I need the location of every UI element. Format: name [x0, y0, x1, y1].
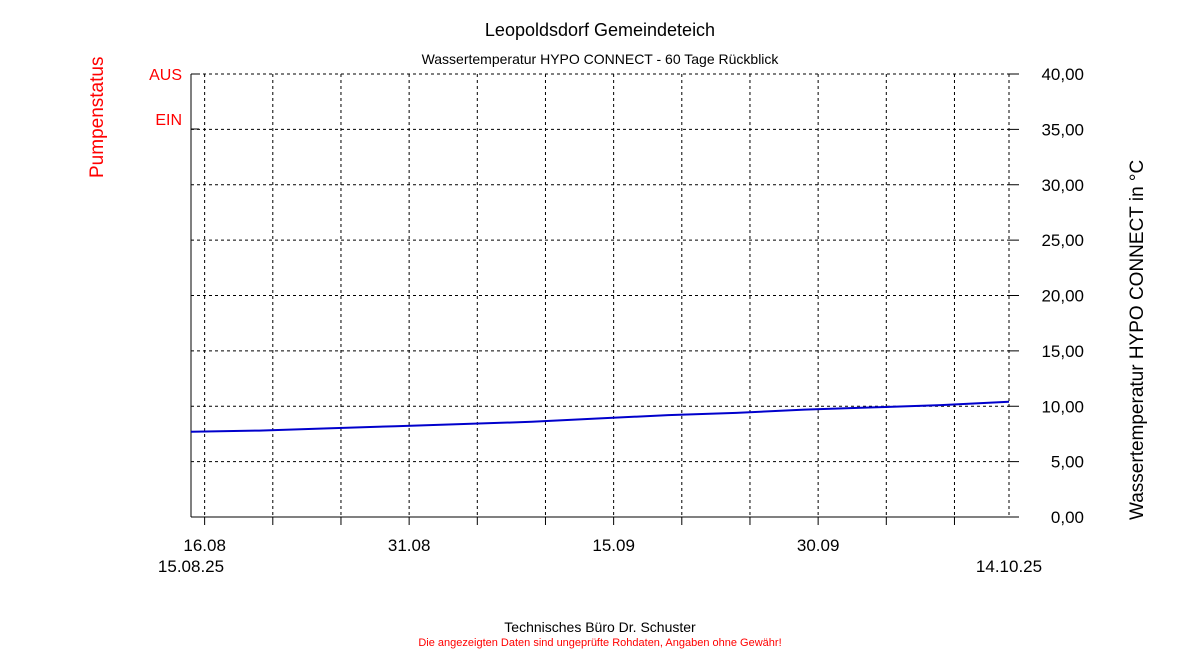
temperature-series-line [190, 400, 1010, 433]
y-tick-label: 30,00 [1041, 176, 1084, 195]
y-tick-label: 40,00 [1041, 65, 1084, 84]
grid-lines [191, 73, 1009, 517]
x-tick-label: 31.08 [388, 536, 431, 555]
y-axis-label: Wassertemperatur HYPO CONNECT in °C [1127, 160, 1148, 520]
x-tick-label: 16.08 [183, 536, 226, 555]
footer-credit: Technisches Büro Dr. Schuster [504, 619, 696, 635]
pump-state-aus: AUS [149, 67, 182, 84]
series-group [190, 400, 1010, 433]
pump-state-ein: EIN [155, 112, 182, 129]
y-tick-label: 0,00 [1051, 508, 1084, 527]
footer-disclaimer: Die angezeigten Daten sind ungeprüfte Ro… [418, 637, 781, 649]
y-tick-label: 5,00 [1051, 453, 1084, 472]
x-range-end-label: 14.10.25 [976, 557, 1042, 576]
y-tick-label: 10,00 [1041, 397, 1084, 416]
pump-status-axis-label: Pumpenstatus [87, 57, 108, 178]
y-tick-label: 25,00 [1041, 231, 1084, 250]
x-tick-label: 15.09 [592, 536, 635, 555]
y-tick-label: 15,00 [1041, 342, 1084, 361]
chart-subtitle: Wassertemperatur HYPO CONNECT - 60 Tage … [422, 51, 780, 67]
x-axis-ticks: 16.08 31.08 15.09 30.09 [183, 517, 955, 555]
y-axis-ticks: 0,00 5,00 10,00 15,00 20,00 25,00 30,00 35,00 40… [1009, 65, 1084, 527]
x-range-start-label: 15.08.25 [158, 557, 224, 576]
plot-frame [190, 73, 1010, 518]
x-tick-label: 30.09 [797, 536, 840, 555]
chart-title: Leopoldsdorf Gemeindeteich [485, 20, 715, 40]
y-tick-label: 35,00 [1041, 120, 1084, 139]
y-tick-label: 20,00 [1041, 287, 1084, 306]
